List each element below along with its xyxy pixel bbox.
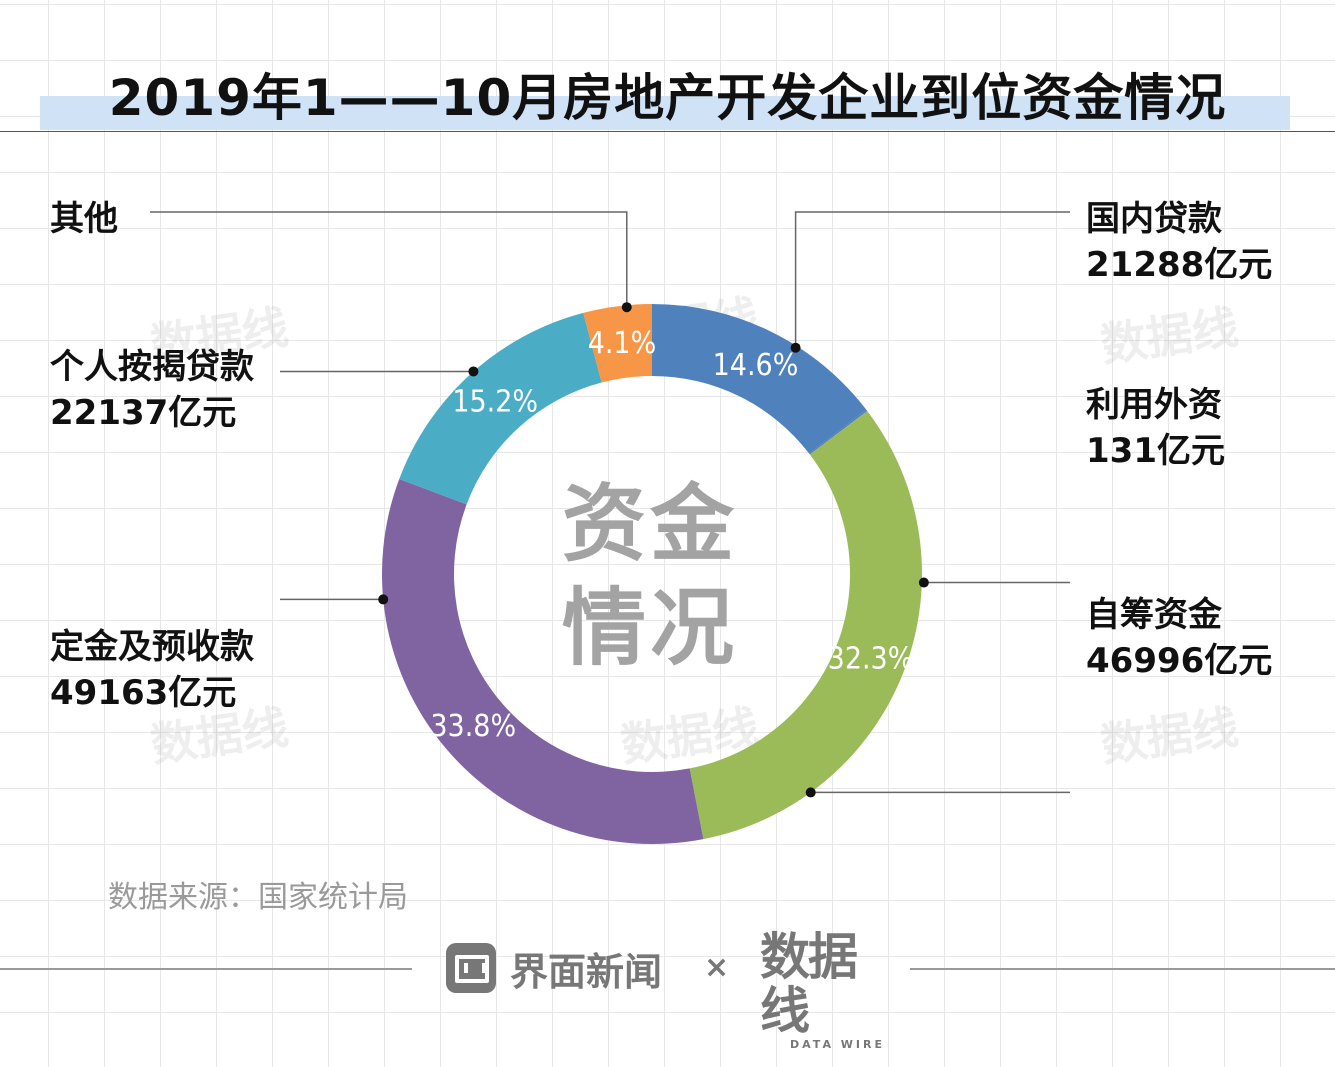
legend-value: 49163亿元 — [50, 673, 237, 713]
title-highlight-band — [40, 96, 1290, 130]
footer-rule-left — [0, 968, 412, 970]
leader-dot — [790, 342, 801, 353]
leader-dot — [805, 787, 816, 798]
legend-value: 21288亿元 — [1086, 245, 1273, 285]
brand-name: 界面新闻 — [510, 949, 663, 994]
donut-slice-deposits — [381, 479, 704, 844]
data-source: 数据来源：国家统计局 — [108, 880, 408, 915]
times-symbol: × — [704, 950, 730, 985]
legend-self-raised: 自筹资金 46996亿元 — [1086, 592, 1272, 684]
legend-value: 131亿元 — [1086, 431, 1225, 471]
legend-label: 其他 — [50, 199, 118, 239]
donut-slice-domestic-loans — [652, 304, 867, 454]
donut-slice-foreign-investment — [809, 409, 868, 455]
data-wire-logo: 数据线 DATA WIRE — [760, 930, 890, 1051]
title-rule — [0, 131, 1335, 132]
leader-dot — [468, 366, 479, 377]
center-label-line-1: 资金 — [561, 475, 738, 573]
legend-foreign-investment: 利用外资 131亿元 — [1086, 382, 1225, 474]
legend-value: 46996亿元 — [1086, 641, 1273, 681]
legend-label: 利用外资 — [1086, 385, 1222, 425]
chart-title: 2019年1——10月房地产开发企业到位资金情况 — [108, 69, 1227, 127]
donut-slice-mortgage — [399, 312, 602, 505]
jiemian-logo-icon — [446, 943, 496, 993]
legend-label: 自筹资金 — [1086, 595, 1222, 635]
data-wire-logo-sub: DATA WIRE — [790, 1038, 885, 1051]
center-label-line-2: 情况 — [561, 579, 738, 677]
center-label: 资金 情况 — [550, 472, 750, 680]
legend-label: 个人按揭贷款 — [50, 347, 254, 387]
legend-value: 22137亿元 — [50, 393, 237, 433]
footer-rule-right — [910, 968, 1335, 970]
slice-percent-label: 33.8% — [430, 709, 516, 744]
leader-dot — [378, 594, 389, 605]
legend-domestic-loans: 国内贷款 21288亿元 — [1086, 196, 1272, 288]
leader-line — [150, 211, 628, 308]
leader-line — [794, 211, 1070, 348]
legend-label: 定金及预收款 — [50, 627, 254, 667]
slice-percent-label: 4.1% — [588, 326, 657, 361]
legend-deposits: 定金及预收款 49163亿元 — [50, 624, 254, 716]
slice-percent-label: 14.6% — [713, 348, 799, 383]
legend-mortgage: 个人按揭贷款 22137亿元 — [50, 344, 254, 436]
slice-percent-label: 32.3% — [828, 642, 914, 677]
brand-jiemian: 界面新闻 — [446, 942, 662, 994]
donut-slice-other — [583, 304, 652, 383]
data-wire-logo-text: 数据线 — [760, 928, 858, 1040]
legend-label: 国内贷款 — [1086, 199, 1222, 239]
donut-slice-self-raised — [689, 411, 922, 840]
slice-percent-label: 15.2% — [452, 384, 538, 419]
leader-dot — [621, 302, 632, 313]
legend-other: 其他 — [50, 196, 118, 242]
leader-dot — [918, 577, 929, 588]
